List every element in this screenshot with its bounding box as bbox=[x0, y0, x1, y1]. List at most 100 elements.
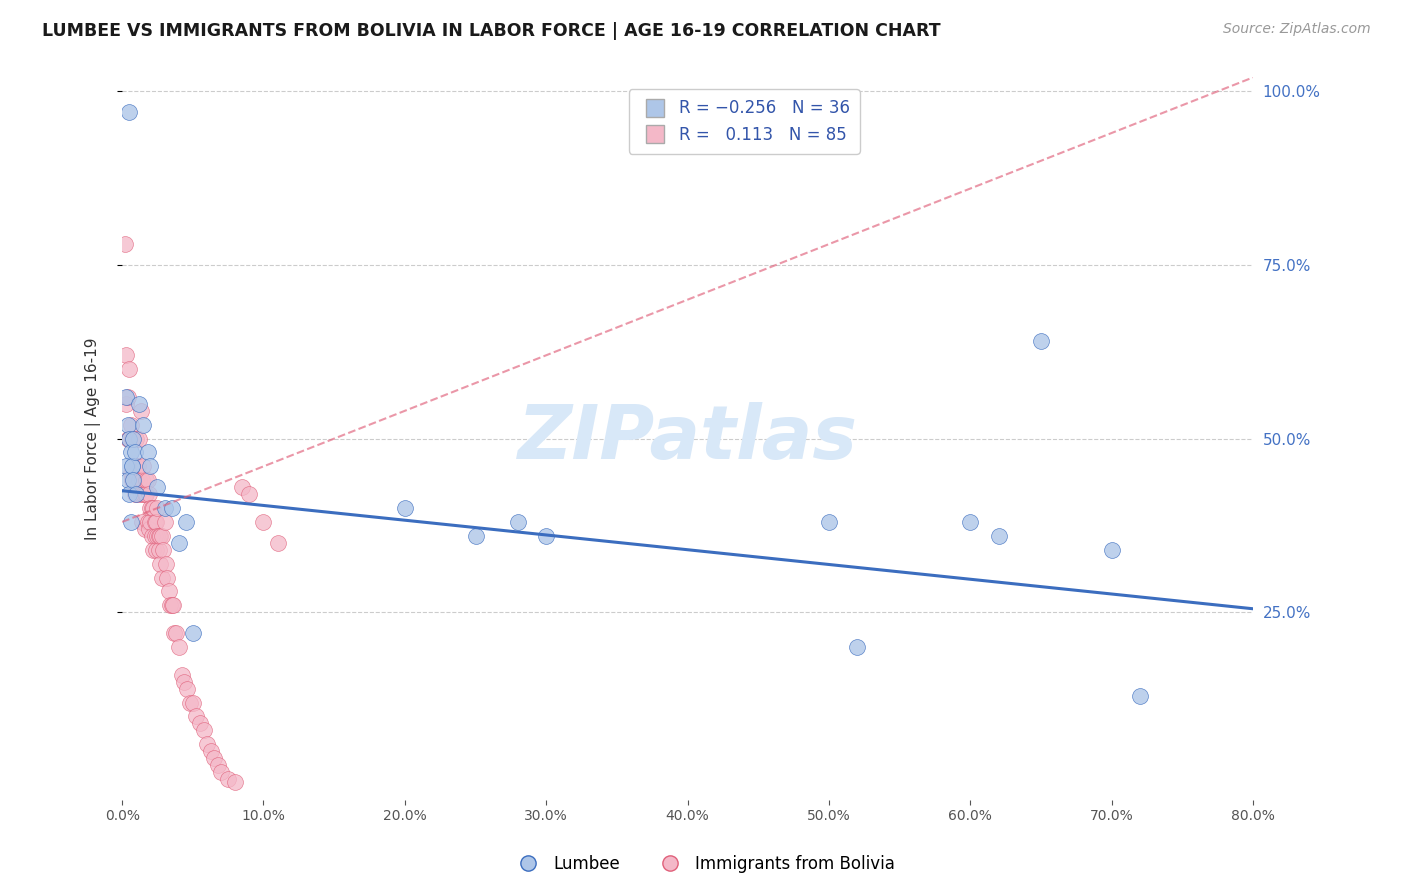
Point bbox=[118, 487, 141, 501]
Point bbox=[128, 397, 150, 411]
Point bbox=[506, 515, 529, 529]
Point bbox=[160, 599, 183, 613]
Text: LUMBEE VS IMMIGRANTS FROM BOLIVIA IN LABOR FORCE | AGE 16-19 CORRELATION CHART: LUMBEE VS IMMIGRANTS FROM BOLIVIA IN LAB… bbox=[42, 22, 941, 40]
Point bbox=[188, 716, 211, 731]
Point bbox=[118, 362, 141, 376]
Point bbox=[200, 744, 222, 758]
Point bbox=[167, 640, 190, 654]
Point bbox=[167, 535, 190, 549]
Point bbox=[195, 737, 218, 751]
Point bbox=[131, 515, 153, 529]
Point bbox=[209, 764, 232, 779]
Point bbox=[129, 404, 152, 418]
Text: Source: ZipAtlas.com: Source: ZipAtlas.com bbox=[1223, 22, 1371, 37]
Point bbox=[181, 626, 204, 640]
Y-axis label: In Labor Force | Age 16-19: In Labor Force | Age 16-19 bbox=[86, 337, 101, 540]
Point bbox=[118, 432, 141, 446]
Point bbox=[394, 501, 416, 516]
Point bbox=[181, 696, 204, 710]
Point bbox=[174, 515, 197, 529]
Point bbox=[120, 515, 142, 529]
Point bbox=[131, 473, 153, 487]
Point bbox=[207, 758, 229, 772]
Point bbox=[127, 459, 149, 474]
Point bbox=[135, 473, 157, 487]
Point bbox=[122, 473, 145, 487]
Point bbox=[165, 626, 187, 640]
Point bbox=[120, 467, 142, 481]
Point bbox=[534, 529, 557, 543]
Text: ZIPatlas: ZIPatlas bbox=[517, 402, 858, 475]
Point bbox=[115, 459, 138, 474]
Point bbox=[143, 515, 166, 529]
Point bbox=[120, 417, 142, 432]
Point bbox=[117, 390, 139, 404]
Point bbox=[184, 709, 207, 723]
Point bbox=[134, 522, 156, 536]
Point bbox=[231, 480, 253, 494]
Point bbox=[179, 696, 201, 710]
Point bbox=[121, 459, 143, 474]
Point bbox=[136, 473, 159, 487]
Point bbox=[148, 529, 170, 543]
Point bbox=[122, 432, 145, 446]
Point bbox=[464, 529, 486, 543]
Point bbox=[266, 535, 288, 549]
Point bbox=[128, 432, 150, 446]
Point bbox=[150, 570, 173, 584]
Point bbox=[159, 599, 181, 613]
Point bbox=[139, 501, 162, 516]
Point bbox=[141, 501, 163, 516]
Point bbox=[118, 432, 141, 446]
Point bbox=[124, 487, 146, 501]
Point bbox=[125, 459, 148, 474]
Point bbox=[115, 390, 138, 404]
Point bbox=[217, 772, 239, 786]
Point bbox=[125, 480, 148, 494]
Point bbox=[153, 515, 176, 529]
Point bbox=[146, 480, 169, 494]
Point bbox=[139, 459, 162, 474]
Point bbox=[176, 681, 198, 696]
Point bbox=[157, 584, 180, 599]
Point bbox=[139, 515, 162, 529]
Point bbox=[121, 473, 143, 487]
Point bbox=[202, 751, 225, 765]
Point bbox=[173, 674, 195, 689]
Point bbox=[150, 529, 173, 543]
Point bbox=[128, 473, 150, 487]
Point bbox=[846, 640, 869, 654]
Point bbox=[136, 515, 159, 529]
Point bbox=[132, 459, 155, 474]
Legend: Lumbee, Immigrants from Bolivia: Lumbee, Immigrants from Bolivia bbox=[505, 848, 901, 880]
Point bbox=[124, 459, 146, 474]
Point bbox=[138, 487, 160, 501]
Point bbox=[141, 529, 163, 543]
Point bbox=[146, 501, 169, 516]
Point bbox=[193, 723, 215, 738]
Point bbox=[127, 487, 149, 501]
Point bbox=[115, 397, 138, 411]
Point bbox=[117, 417, 139, 432]
Point bbox=[145, 515, 167, 529]
Point bbox=[129, 487, 152, 501]
Point bbox=[125, 487, 148, 501]
Point bbox=[152, 542, 174, 557]
Point bbox=[162, 599, 184, 613]
Point bbox=[149, 529, 172, 543]
Point bbox=[238, 487, 260, 501]
Point bbox=[143, 529, 166, 543]
Point bbox=[155, 557, 177, 571]
Point bbox=[122, 432, 145, 446]
Point bbox=[132, 487, 155, 501]
Point bbox=[138, 522, 160, 536]
Point bbox=[252, 515, 274, 529]
Point bbox=[149, 557, 172, 571]
Point bbox=[124, 445, 146, 459]
Point bbox=[121, 432, 143, 446]
Point bbox=[145, 542, 167, 557]
Point bbox=[959, 515, 981, 529]
Point bbox=[114, 237, 136, 252]
Point bbox=[156, 570, 179, 584]
Point bbox=[125, 432, 148, 446]
